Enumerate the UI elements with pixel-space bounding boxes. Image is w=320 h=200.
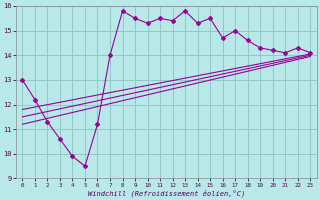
X-axis label: Windchill (Refroidissement éolien,°C): Windchill (Refroidissement éolien,°C) bbox=[88, 189, 245, 197]
